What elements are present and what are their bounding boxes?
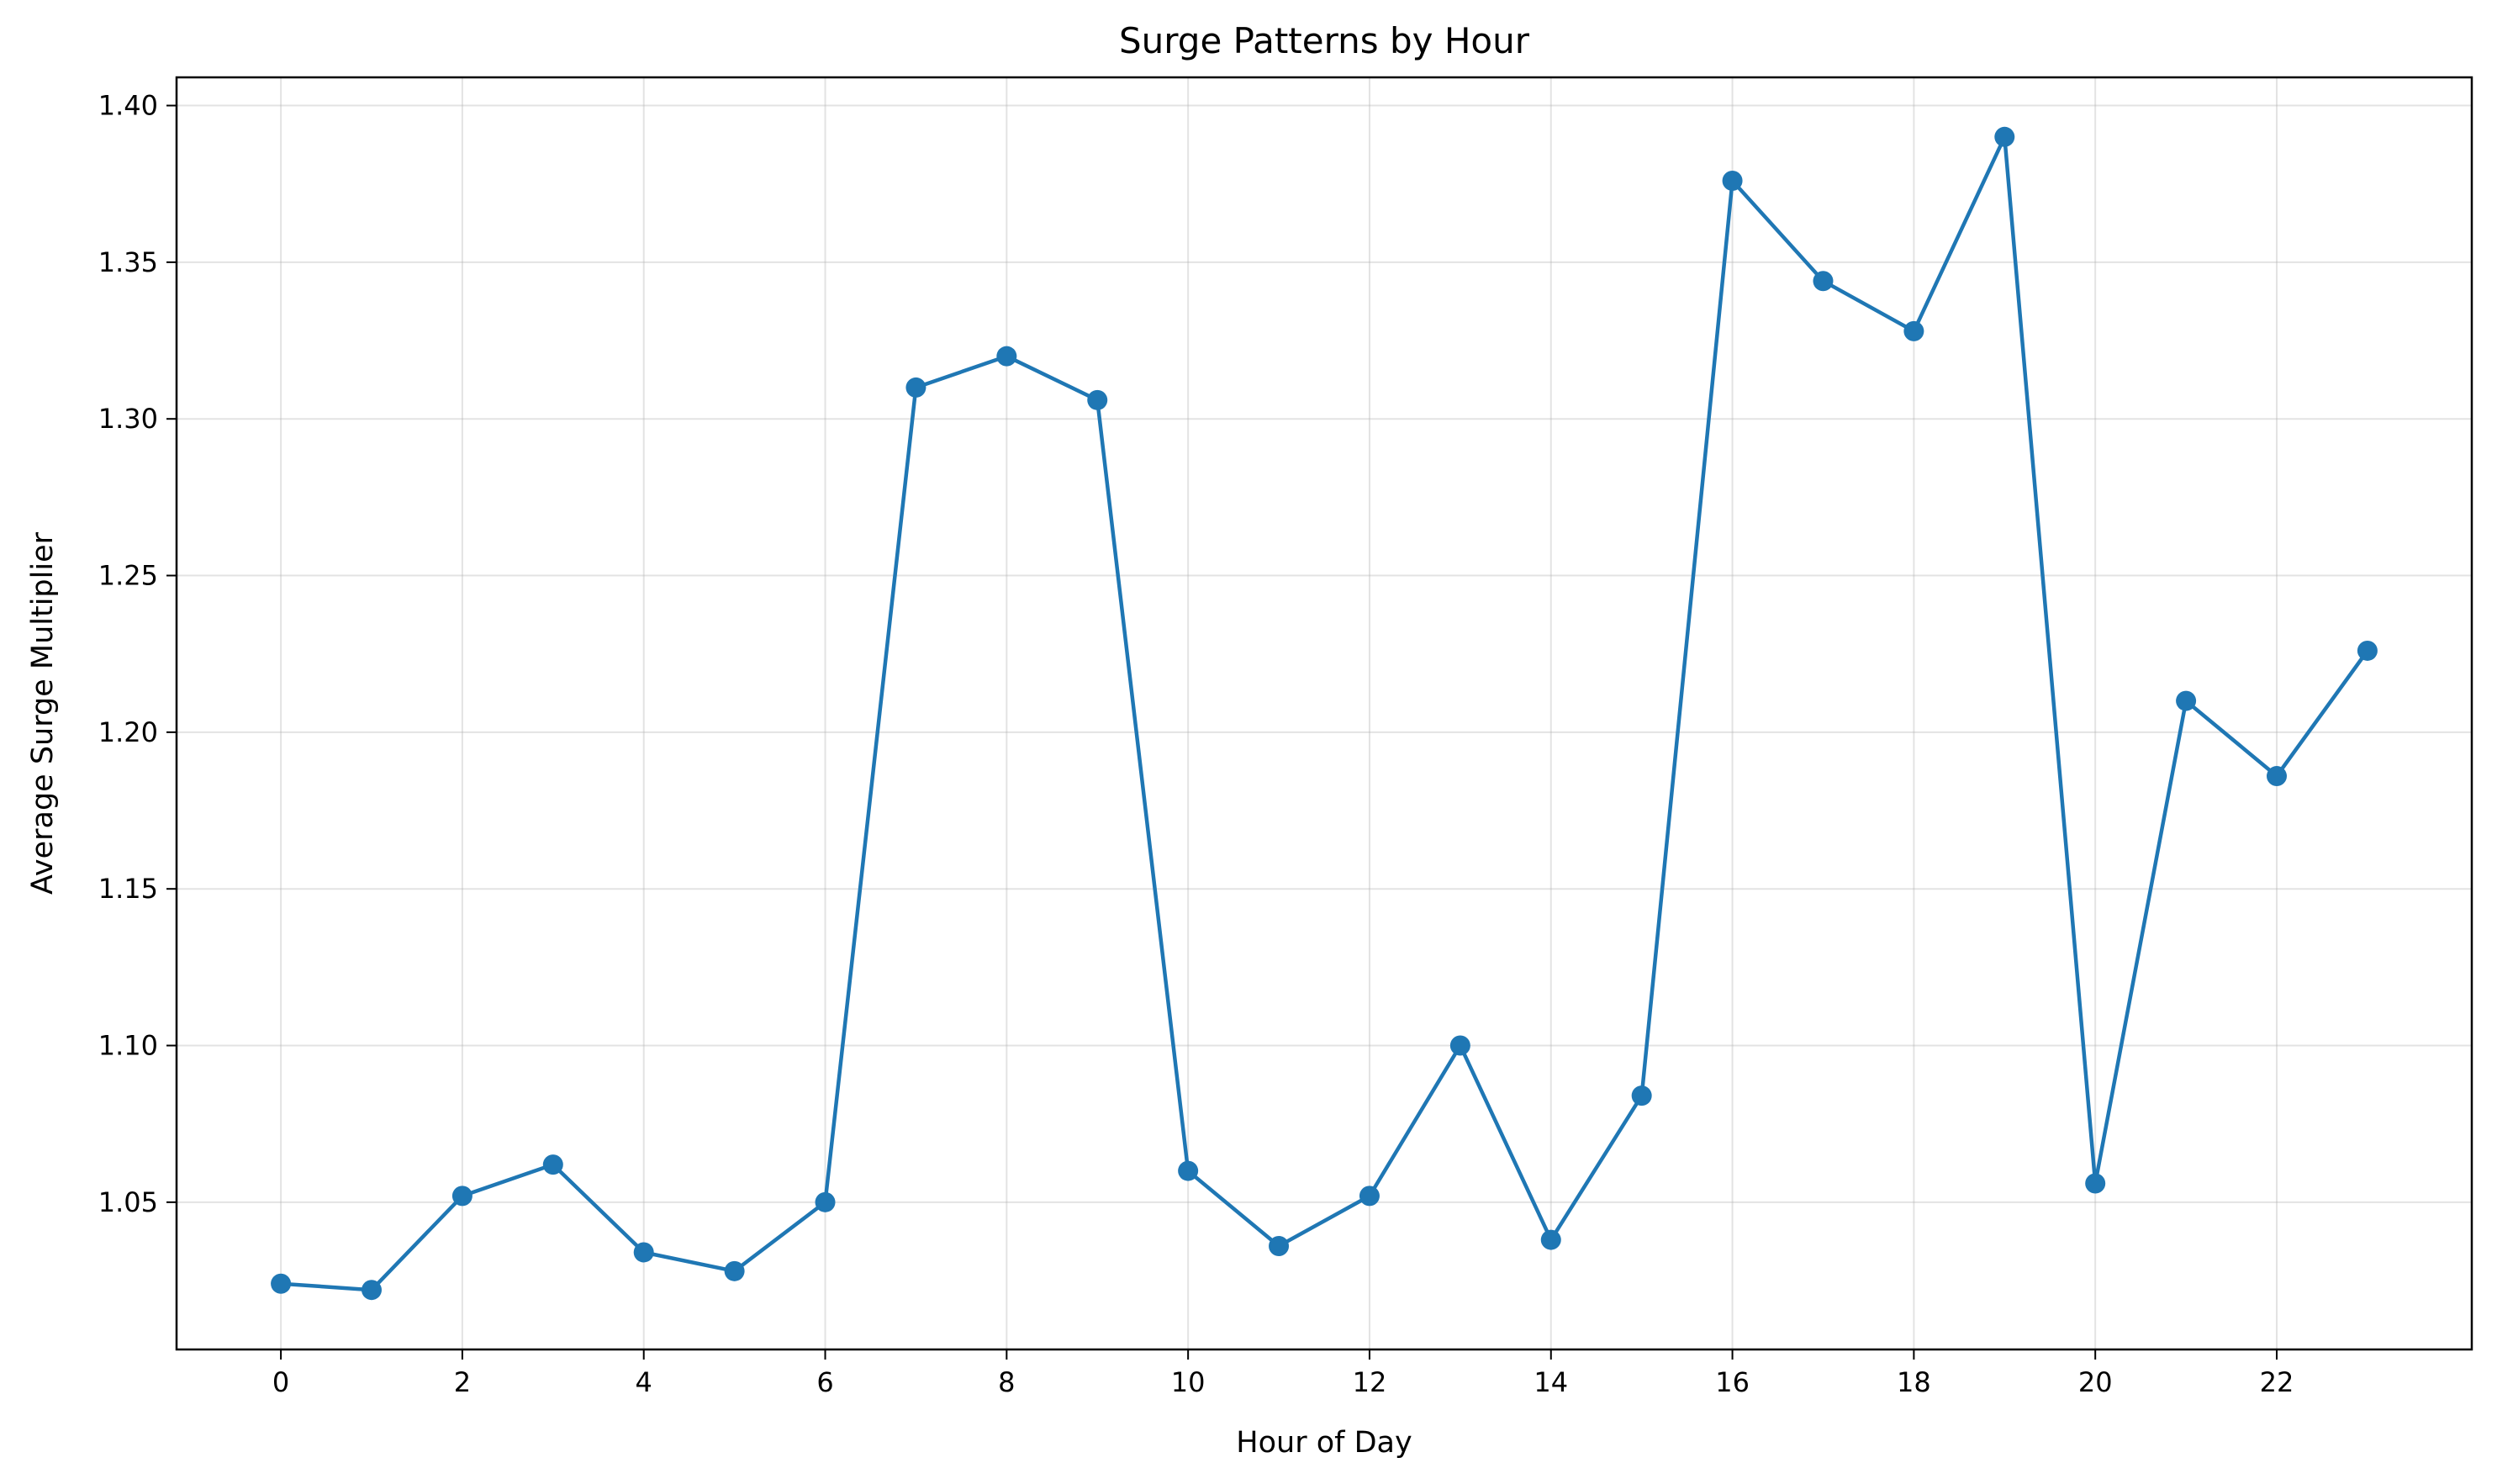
data-point: [996, 346, 1017, 367]
data-point: [1540, 1229, 1561, 1250]
data-point: [633, 1242, 654, 1263]
plot-frame: [175, 76, 2473, 1351]
data-point: [905, 377, 926, 398]
y-tick-label: 1.40: [98, 90, 158, 122]
data-point: [361, 1280, 382, 1301]
data-point: [1087, 389, 1108, 410]
x-tick-label: 6: [816, 1366, 833, 1398]
y-tick-label: 1.15: [98, 873, 158, 905]
data-point: [2085, 1173, 2106, 1194]
data-point: [2357, 640, 2378, 661]
x-tick-label: 18: [1897, 1366, 1931, 1398]
data-point: [1631, 1085, 1652, 1106]
y-tick-label: 1.35: [98, 246, 158, 278]
data-point: [271, 1273, 292, 1294]
x-tick-label: 2: [454, 1366, 471, 1398]
x-tick-label: 22: [2260, 1366, 2294, 1398]
y-tick-label: 1.05: [98, 1186, 158, 1218]
grid: [177, 77, 2472, 1349]
x-tick-label: 14: [1534, 1366, 1568, 1398]
x-tick-label: 12: [1353, 1366, 1387, 1398]
data-point: [2267, 766, 2288, 787]
data-point: [1359, 1186, 1380, 1207]
ticks: 0 2 4 6 8 10 12 14 16 18 20 22 1.05 1.10 1.15 1.20 1.25 1…: [98, 90, 2294, 1398]
x-tick-label: 0: [272, 1366, 289, 1398]
data-point: [724, 1260, 745, 1281]
data-point: [815, 1191, 836, 1212]
x-tick-label: 16: [1715, 1366, 1750, 1398]
x-tick-label: 4: [636, 1366, 652, 1398]
data-point: [1269, 1236, 1290, 1257]
x-axis-label: Hour of Day: [1236, 1426, 1412, 1460]
chart-title: Surge Patterns by Hour: [1119, 20, 1530, 61]
y-tick-label: 1.30: [98, 403, 158, 435]
x-tick-label: 20: [2078, 1366, 2113, 1398]
data-point: [542, 1154, 563, 1175]
x-tick-label: 8: [998, 1366, 1015, 1398]
data-point: [1813, 271, 1834, 292]
y-tick-label: 1.20: [98, 716, 158, 748]
data-point: [451, 1186, 472, 1207]
series: [271, 126, 2378, 1301]
data-point: [2176, 690, 2197, 711]
y-tick-label: 1.25: [98, 560, 158, 592]
x-tick-label: 10: [1171, 1366, 1206, 1398]
data-point: [1449, 1035, 1470, 1056]
data-point: [1994, 126, 2015, 147]
data-point: [1722, 170, 1743, 191]
data-point: [1178, 1160, 1199, 1181]
y-tick-label: 1.10: [98, 1030, 158, 1062]
series-line: [280, 135, 2369, 1292]
y-axis-label: Average Surge Multiplier: [26, 531, 60, 895]
data-point: [1903, 320, 1924, 341]
